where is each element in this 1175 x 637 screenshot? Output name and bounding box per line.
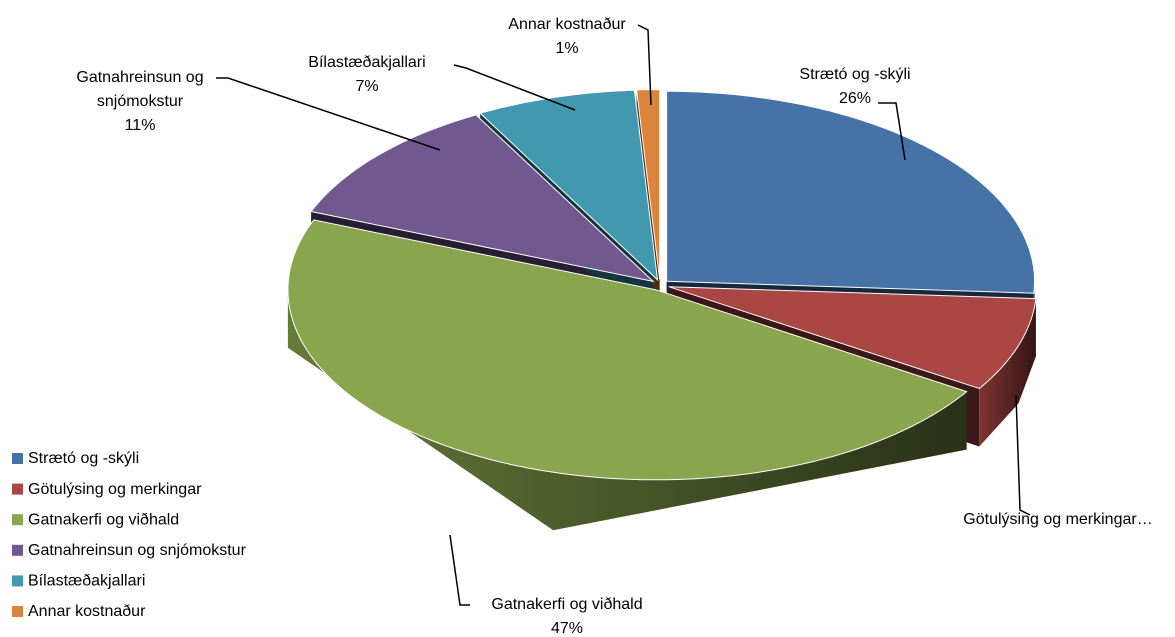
legend-label: Bílastæðakjallari <box>28 573 145 590</box>
slice <box>668 286 1037 390</box>
legend-label: Götulýsing og merkingar <box>28 481 202 498</box>
slice <box>479 89 659 282</box>
legend-label: Gatnahreinsun og snjómokstur <box>28 542 247 559</box>
legend-label: Strætó og -skýli <box>28 450 139 467</box>
data-label-value: 47% <box>551 620 583 637</box>
data-label-value: 1% <box>555 40 578 57</box>
data-label-value: 26% <box>839 90 871 107</box>
legend-swatch <box>12 606 23 617</box>
legend-swatch <box>12 453 23 464</box>
data-label-name: Strætó og -skýli <box>799 66 910 83</box>
legend-swatch <box>12 483 23 495</box>
slice <box>636 89 661 280</box>
leader-line <box>637 24 652 106</box>
data-label-name: Götulýsing og merkingar… <box>963 511 1152 528</box>
leader-line <box>216 77 441 151</box>
data-label-value: 11% <box>125 117 156 134</box>
legend-swatch <box>12 575 23 587</box>
data-label-name: Bílastæðakjallari <box>308 54 425 71</box>
leader-line <box>453 64 576 111</box>
data-label-name: Annar kostnaður <box>508 16 626 33</box>
leader-line <box>449 534 470 606</box>
leader-line <box>1015 394 1031 516</box>
data-label-value: 7% <box>355 78 378 95</box>
legend-swatch <box>12 544 23 556</box>
legend-label: Annar kostnaður <box>28 603 146 620</box>
legend-swatch <box>12 514 23 526</box>
slice-side <box>979 298 1036 447</box>
legend-label: Gatnakerfi og viðhald <box>28 511 179 528</box>
slice-side <box>287 289 967 531</box>
slice <box>287 219 968 481</box>
data-label-name: Gatnahreinsun og snjómokstur <box>76 69 203 110</box>
leader-line <box>878 102 906 161</box>
data-label-name: Gatnakerfi og viðhald <box>491 596 642 613</box>
slice <box>310 114 655 283</box>
slice <box>666 90 1036 294</box>
